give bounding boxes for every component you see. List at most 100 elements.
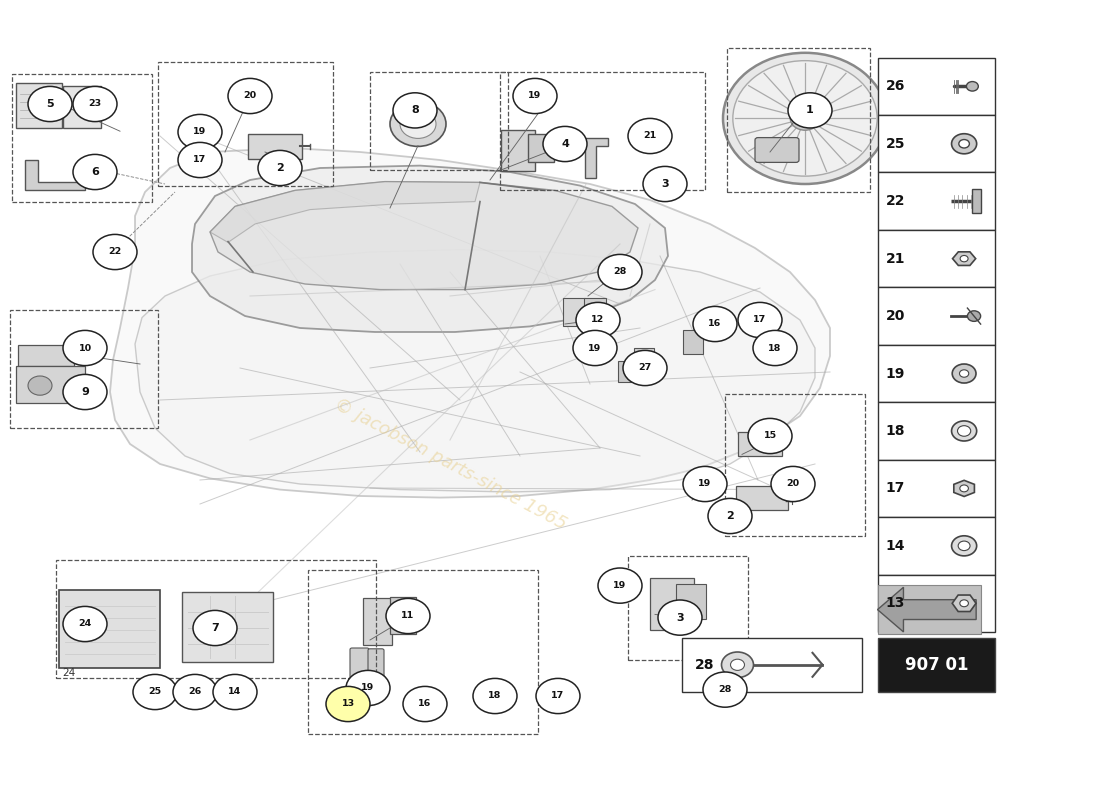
Text: 13: 13 [341,699,354,709]
Text: 19: 19 [362,683,375,693]
FancyBboxPatch shape [738,432,782,456]
Circle shape [133,674,177,710]
FancyBboxPatch shape [584,298,606,318]
Text: 23: 23 [88,99,101,109]
Text: 26: 26 [188,687,201,697]
Circle shape [513,78,557,114]
Polygon shape [110,148,830,498]
Text: 16: 16 [708,319,722,329]
Text: 10: 10 [75,348,87,358]
Circle shape [658,600,702,635]
Circle shape [543,126,587,162]
Text: 20: 20 [243,91,256,101]
Circle shape [959,370,969,378]
FancyBboxPatch shape [878,460,996,517]
Polygon shape [135,250,815,492]
Text: 19: 19 [588,343,602,353]
Text: 9: 9 [81,387,89,397]
Text: 17: 17 [886,482,905,495]
FancyBboxPatch shape [878,585,981,634]
Text: 13: 13 [886,596,905,610]
Circle shape [953,364,976,383]
Circle shape [228,78,272,114]
Circle shape [644,166,688,202]
Polygon shape [25,160,85,190]
Circle shape [536,678,580,714]
Text: 22: 22 [886,194,905,208]
Polygon shape [953,252,976,266]
Circle shape [957,426,970,436]
Polygon shape [210,182,480,242]
Circle shape [346,670,390,706]
Circle shape [967,82,978,91]
FancyBboxPatch shape [878,402,996,460]
Circle shape [623,350,667,386]
Circle shape [598,254,642,290]
Text: © jacobson parts-since 1965: © jacobson parts-since 1965 [331,395,570,533]
Text: 9: 9 [86,381,92,390]
FancyBboxPatch shape [182,592,273,662]
Circle shape [730,659,745,670]
Circle shape [73,86,117,122]
FancyBboxPatch shape [878,287,996,345]
FancyBboxPatch shape [650,578,694,630]
Text: 8: 8 [411,106,419,115]
Text: 21: 21 [886,252,905,266]
FancyBboxPatch shape [500,130,535,171]
Text: 24: 24 [78,619,91,629]
FancyBboxPatch shape [528,134,554,162]
Text: 24: 24 [62,668,75,678]
Circle shape [178,114,222,150]
FancyBboxPatch shape [878,345,996,402]
Text: 19: 19 [528,91,541,101]
Circle shape [708,498,752,534]
Circle shape [959,139,969,148]
Circle shape [573,330,617,366]
Circle shape [958,541,970,550]
Text: 2: 2 [276,163,284,173]
Circle shape [703,672,747,707]
Text: 19: 19 [614,581,627,590]
Circle shape [598,568,642,603]
Circle shape [390,102,446,146]
Circle shape [693,306,737,342]
FancyBboxPatch shape [676,584,706,619]
Text: 6: 6 [91,167,99,177]
FancyBboxPatch shape [248,134,302,159]
Text: 20: 20 [886,309,905,323]
FancyBboxPatch shape [563,298,585,326]
FancyBboxPatch shape [63,86,101,128]
Polygon shape [953,595,976,611]
Text: 14: 14 [229,687,242,697]
Circle shape [748,418,792,454]
Polygon shape [585,138,608,178]
FancyBboxPatch shape [16,366,85,403]
Text: 20: 20 [786,479,800,489]
Circle shape [258,150,303,186]
Text: 3: 3 [676,613,684,622]
Text: 19: 19 [698,479,712,489]
Circle shape [683,466,727,502]
Circle shape [733,61,877,176]
Text: 28: 28 [614,267,627,277]
Text: 22: 22 [109,247,122,257]
FancyBboxPatch shape [683,330,703,354]
FancyBboxPatch shape [390,597,416,634]
Text: 18: 18 [488,691,502,701]
FancyBboxPatch shape [972,189,980,213]
Text: 18: 18 [886,424,905,438]
FancyBboxPatch shape [878,517,996,574]
Polygon shape [954,480,975,497]
Circle shape [178,142,222,178]
Circle shape [771,466,815,502]
Text: 12: 12 [592,315,605,325]
Circle shape [400,110,436,138]
FancyBboxPatch shape [878,173,996,230]
Text: 26: 26 [886,79,905,94]
Text: 7: 7 [211,623,219,633]
Text: 16: 16 [418,699,431,709]
FancyBboxPatch shape [878,230,996,287]
Circle shape [967,310,980,322]
FancyBboxPatch shape [878,638,996,692]
FancyBboxPatch shape [736,486,788,510]
